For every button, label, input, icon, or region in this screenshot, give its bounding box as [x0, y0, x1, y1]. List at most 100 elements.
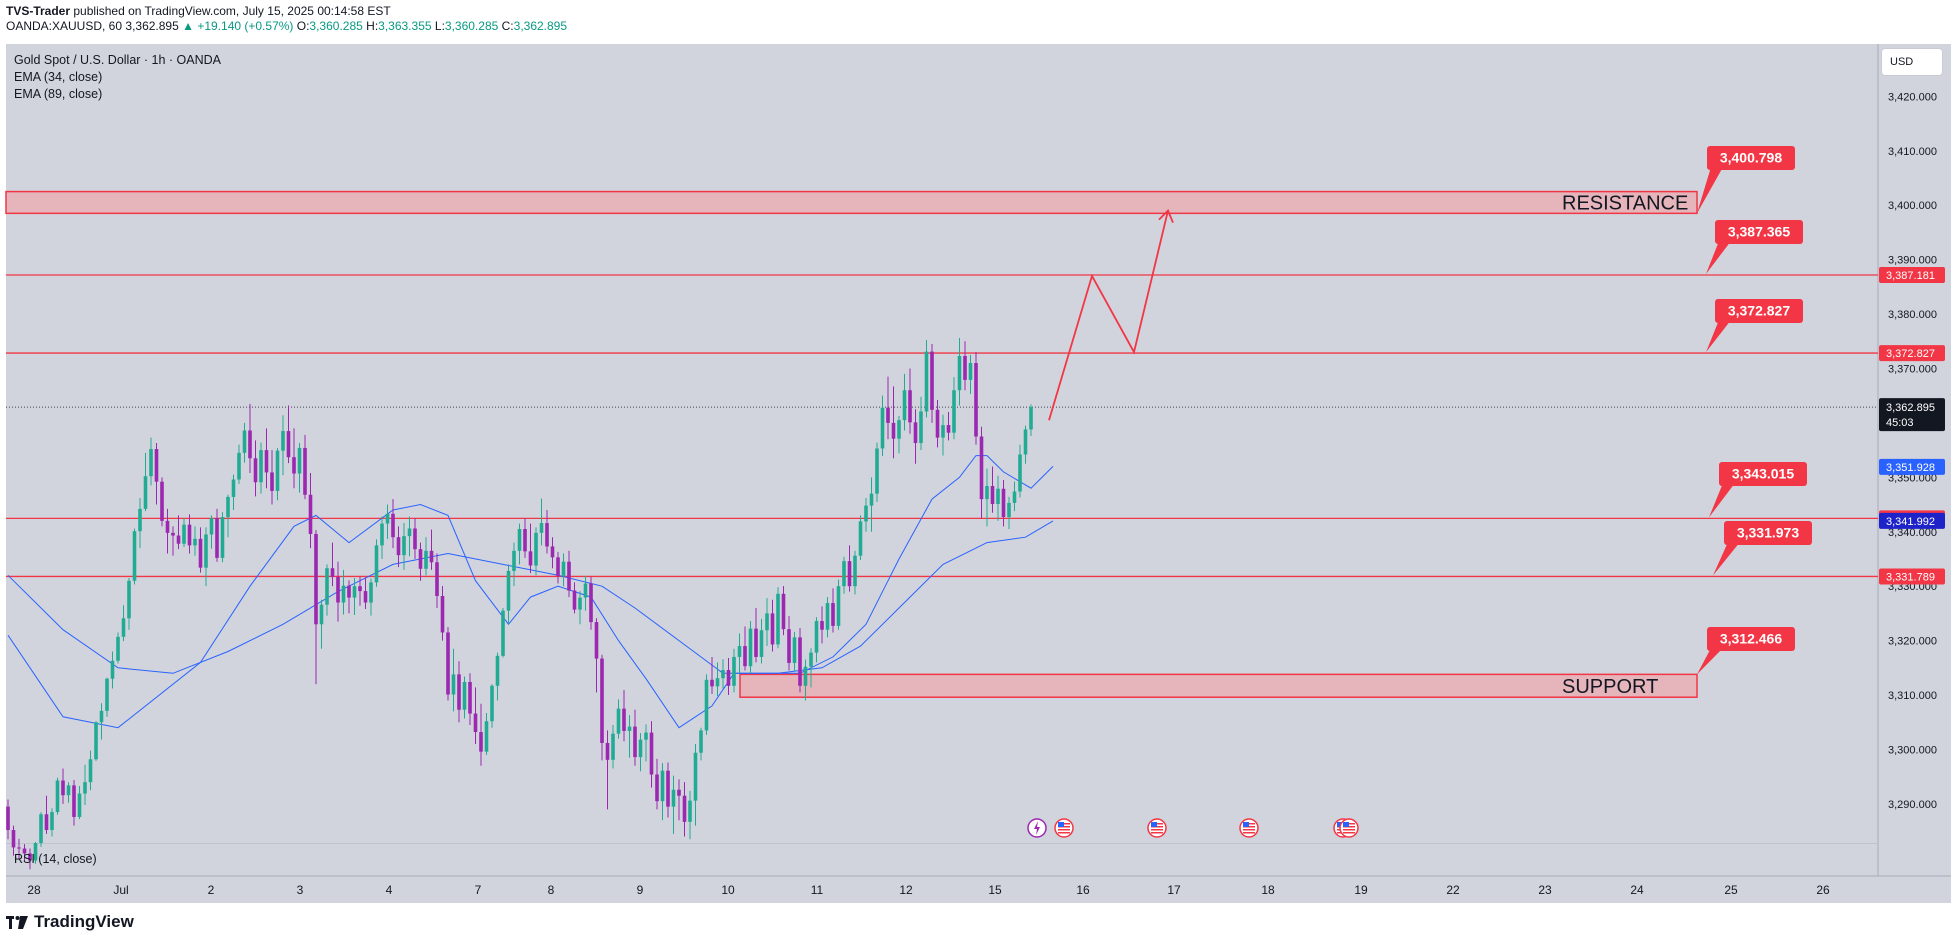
projection-path[interactable] — [1048, 210, 1169, 421]
legend-title[interactable]: Gold Spot / U.S. Dollar · 1h · OANDA — [14, 53, 222, 67]
price-axis-tag-label: 3,351.928 — [1886, 462, 1935, 474]
price-callout[interactable]: 3,372.827 — [1706, 299, 1803, 353]
x-tick-label: 8 — [548, 883, 555, 897]
candle — [451, 648, 456, 712]
candle — [1007, 496, 1011, 530]
candle-body — [121, 618, 126, 637]
price-axis-tag[interactable]: 3,341.992 — [1879, 512, 1945, 529]
candle-body — [116, 636, 120, 661]
event-us-flag-icon[interactable] — [1239, 818, 1259, 838]
candle — [303, 434, 307, 500]
candle-body — [930, 351, 934, 410]
candle-body — [83, 782, 87, 794]
candle — [259, 442, 263, 494]
callout-pointer — [1713, 542, 1740, 576]
candle — [831, 588, 835, 633]
candle-body — [429, 550, 434, 563]
candle — [803, 659, 808, 701]
price-callout[interactable]: 3,331.973 — [1713, 521, 1812, 576]
open-value: 3,360.285 — [309, 19, 363, 33]
candle — [572, 582, 577, 614]
candle-body — [495, 655, 500, 686]
legend-ema-89[interactable]: EMA (89, close) — [14, 87, 103, 101]
event-us-flag-icon[interactable] — [1147, 818, 1167, 838]
candle-body — [561, 561, 566, 576]
candle — [611, 724, 615, 769]
callout-box — [1715, 299, 1803, 323]
candle — [996, 475, 1000, 521]
candle — [985, 468, 989, 527]
candle — [165, 508, 170, 554]
candle-body — [314, 533, 318, 625]
price-axis-tag[interactable]: 3,351.928 — [1879, 458, 1945, 475]
price-axis-tag[interactable]: 3,331.789 — [1879, 568, 1945, 585]
candle-body — [957, 355, 962, 391]
x-tick-label: 24 — [1630, 883, 1644, 897]
candle — [908, 368, 912, 434]
candle-body — [198, 538, 203, 568]
candle — [314, 530, 318, 685]
publisher-name[interactable]: TVS-Trader — [6, 4, 71, 18]
candle — [226, 494, 230, 538]
candle-body — [638, 739, 643, 758]
candle-body — [1023, 429, 1028, 455]
candle-body — [473, 713, 478, 733]
candle — [864, 498, 868, 532]
candle — [968, 354, 973, 395]
candle-body — [132, 531, 137, 581]
candle-body — [275, 450, 280, 491]
tradingview-logo[interactable]: TradingView — [6, 912, 134, 932]
candle — [270, 450, 274, 505]
candle-body — [968, 363, 973, 380]
price-axis-tag-bg — [1879, 458, 1945, 475]
candle-body — [941, 425, 945, 438]
candle-body — [770, 613, 775, 645]
candle — [765, 598, 769, 647]
price-axis-tag[interactable]: 3,387.181 — [1879, 266, 1945, 283]
price-callout[interactable]: 3,387.365 — [1706, 220, 1803, 274]
candle-body — [385, 513, 390, 524]
event-lightning-icon[interactable] — [1027, 818, 1047, 838]
candle — [737, 633, 742, 674]
legend-ema-34[interactable]: EMA (34, close) — [14, 70, 103, 84]
candle — [209, 515, 214, 549]
candle-body — [820, 621, 824, 630]
x-tick-label: 11 — [811, 883, 824, 897]
candle — [693, 744, 698, 826]
support-zone[interactable] — [739, 673, 1698, 698]
candle — [330, 542, 335, 587]
resistance-zone[interactable] — [5, 190, 1698, 215]
candle — [237, 444, 241, 484]
price-callout[interactable]: 3,343.015 — [1709, 462, 1807, 518]
candle — [50, 808, 54, 837]
price-axis-tag[interactable]: 3,372.827 — [1879, 345, 1945, 362]
candle — [446, 627, 450, 701]
candle — [748, 621, 753, 674]
price-callout[interactable]: 3,400.798 — [1697, 146, 1795, 214]
price-callout[interactable]: 3,312.466 — [1697, 627, 1795, 675]
candle-body — [204, 534, 208, 568]
candle — [429, 529, 434, 570]
event-us-flag-icon[interactable] — [1339, 818, 1359, 838]
candle — [468, 673, 472, 725]
currency-button[interactable]: USD — [1881, 48, 1943, 76]
candle-body — [655, 774, 659, 802]
candle — [242, 422, 247, 463]
candle — [512, 542, 516, 587]
candle-body — [1001, 488, 1006, 518]
candle — [407, 516, 412, 557]
candle-body — [457, 674, 461, 710]
x-tick-label: 4 — [386, 883, 393, 897]
current-price-tag[interactable]: 3,362.895 45:03 — [1879, 398, 1945, 432]
rsi-legend[interactable]: RSI (14, close) — [14, 852, 97, 866]
candle — [633, 709, 637, 766]
candle — [66, 782, 71, 803]
event-us-flag-icon[interactable] — [1054, 818, 1074, 838]
time-axis[interactable] — [6, 876, 1951, 903]
candle-body — [286, 431, 291, 458]
candle — [539, 498, 544, 546]
candle — [253, 440, 258, 497]
candle-body — [765, 613, 769, 631]
candle — [759, 618, 764, 664]
